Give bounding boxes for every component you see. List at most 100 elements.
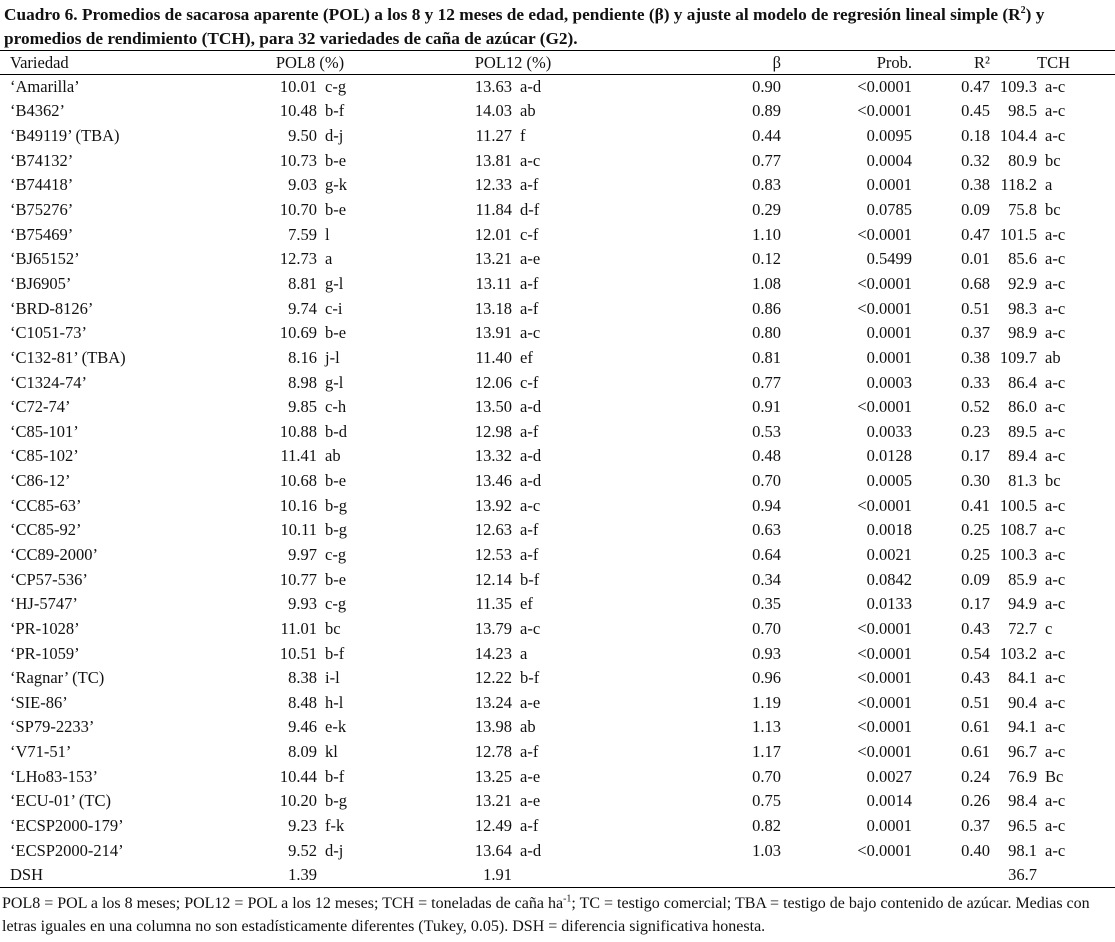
- cell-tch-letters: a-c: [1045, 816, 1066, 836]
- table-row: ‘BJ65152’ 12.73 a 13.21 a-e 0.12 0.5499 0.01 85.…: [0, 247, 1115, 272]
- table-row: ‘BRD-8126’ 9.74 c-i 13.18 a-f 0.86 <0.0001 0.51…: [0, 296, 1115, 321]
- cell-tch: 96.5: [1008, 816, 1037, 836]
- cell-variedad: ‘B74418’: [10, 175, 74, 195]
- cell-tch-letters: a-c: [1045, 224, 1066, 244]
- cell-pol12: 13.24: [474, 692, 512, 712]
- cell-variedad: ‘Ragnar’ (TC): [10, 668, 105, 688]
- cell-pol12: 12.63: [474, 520, 512, 540]
- cell-pol8-letters: g-l: [325, 273, 344, 293]
- data-table: Variedad POL8 (%) POL12 (%) β Prob. R² T…: [0, 50, 1115, 889]
- cell-r2: 0.47: [961, 77, 990, 97]
- cell-prob: <0.0001: [857, 495, 912, 515]
- cell-pol12-letters: a-e: [520, 791, 541, 811]
- cell-r2: 0.32: [961, 150, 990, 170]
- cell-variedad: ‘ECSP2000-214’: [10, 840, 124, 860]
- cell-tch-letters: a-c: [1045, 643, 1066, 663]
- cell-pol8: 10.73: [279, 150, 317, 170]
- cell-pol8: 10.48: [279, 101, 317, 121]
- cell-pol8: 11.41: [280, 446, 317, 466]
- cell-prob: 0.0033: [866, 421, 912, 441]
- cell-tch-letters: a-c: [1045, 372, 1066, 392]
- dsh-pol12: 1.91: [420, 863, 512, 889]
- cell-pol12: 11.35: [475, 594, 512, 614]
- cell-tch: 94.1: [1008, 717, 1037, 737]
- cell-tch-letters: a-c: [1045, 273, 1066, 293]
- cell-pol8: 9.52: [288, 840, 317, 860]
- cell-variedad: ‘B75276’: [10, 200, 74, 220]
- cell-pol8: 10.88: [279, 421, 317, 441]
- cell-pol8-letters: d-j: [325, 840, 344, 860]
- cell-pol12-letters: f: [520, 126, 526, 146]
- dsh-pol8: 1.39: [200, 863, 317, 889]
- cell-r2: 0.01: [961, 249, 990, 269]
- cell-beta: 1.13: [752, 717, 781, 737]
- cell-pol12-letters: c-f: [520, 224, 539, 244]
- cell-r2: 0.43: [961, 668, 990, 688]
- table-row: ‘C85-101’ 10.88 b-d 12.98 a-f 0.53 0.0033 0.23 8…: [0, 419, 1115, 444]
- table-row: ‘B74418’ 9.03 g-k 12.33 a-f 0.83 0.0001 0.38 118…: [0, 173, 1115, 198]
- cell-r2: 0.40: [961, 840, 990, 860]
- cell-tch-letters: bc: [1045, 150, 1061, 170]
- cell-pol8: 9.85: [288, 397, 317, 417]
- cell-beta: 0.48: [752, 446, 781, 466]
- cell-r2: 0.24: [961, 766, 990, 786]
- table-row: ‘CP57-536’ 10.77 b-e 12.14 b-f 0.34 0.0842 0.09…: [0, 567, 1115, 592]
- cell-beta: 0.89: [752, 101, 781, 121]
- cell-pol8: 10.16: [279, 495, 317, 515]
- cell-pol12: 14.23: [474, 643, 512, 663]
- cell-tch: 100.5: [999, 495, 1037, 515]
- cell-tch-letters: a-c: [1045, 421, 1066, 441]
- cell-prob: 0.0005: [866, 471, 912, 491]
- dsh-empty: [317, 863, 420, 889]
- cell-beta: 0.70: [752, 618, 781, 638]
- cell-beta: 0.86: [752, 298, 781, 318]
- table-row: ‘C86-12’ 10.68 b-e 13.46 a-d 0.70 0.0005 0.30 81…: [0, 469, 1115, 494]
- cell-variedad: ‘C72-74’: [10, 397, 71, 417]
- table-row: ‘B49119’ (TBA) 9.50 d-j 11.27 f 0.44 0.0095 0.1…: [0, 124, 1115, 149]
- cell-pol8-letters: j-l: [325, 347, 340, 367]
- cell-beta: 0.77: [752, 372, 781, 392]
- cell-pol12-letters: a-c: [520, 323, 541, 343]
- table-row: ‘ECSP2000-214’ 9.52 d-j 13.64 a-d 1.03 <0.0001…: [0, 838, 1115, 863]
- cell-tch: 98.9: [1008, 323, 1037, 343]
- cell-beta: 0.53: [752, 421, 781, 441]
- cell-pol8-letters: g-l: [325, 372, 344, 392]
- cell-pol8: 9.03: [288, 175, 317, 195]
- table-row: ‘PR-1059’ 10.51 b-f 14.23 a 0.93 <0.0001 0.54 10…: [0, 641, 1115, 666]
- cell-pol12: 12.98: [474, 421, 512, 441]
- cell-pol8-letters: b-f: [325, 101, 345, 121]
- cell-pol12: 13.91: [474, 323, 512, 343]
- cell-prob: <0.0001: [857, 840, 912, 860]
- cell-pol12: 13.63: [474, 77, 512, 97]
- cell-tch: 86.0: [1008, 397, 1037, 417]
- table-row: ‘C132-81’ (TBA) 8.16 j-l 11.40 ef 0.81 0.0001 0…: [0, 346, 1115, 371]
- cell-pol8-letters: e-k: [325, 717, 347, 737]
- cell-tch: 84.1: [1008, 668, 1037, 688]
- cell-tch: 75.8: [1008, 200, 1037, 220]
- cell-pol8: 9.23: [288, 816, 317, 836]
- cell-beta: 0.75: [752, 791, 781, 811]
- cell-pol8-letters: g-k: [325, 175, 347, 195]
- cell-tch-letters: a-c: [1045, 544, 1066, 564]
- table-footnote: POL8 = POL a los 8 meses; POL12 = POL a …: [2, 893, 1112, 938]
- cell-r2: 0.51: [961, 298, 990, 318]
- cell-tch-letters: a-c: [1045, 668, 1066, 688]
- cell-pol8: 10.20: [279, 791, 317, 811]
- header-prob: Prob.: [784, 50, 917, 75]
- cell-prob: <0.0001: [857, 717, 912, 737]
- cell-prob: 0.0842: [866, 569, 912, 589]
- cell-pol12: 12.06: [474, 372, 512, 392]
- cell-tch: 104.4: [999, 126, 1037, 146]
- cell-r2: 0.09: [961, 200, 990, 220]
- caption-text: Cuadro 6. Promedios de sacarosa aparente…: [4, 5, 1021, 24]
- cell-pol8: 9.50: [288, 126, 317, 146]
- cell-tch-letters: a-c: [1045, 77, 1066, 97]
- cell-pol8: 9.93: [288, 594, 317, 614]
- table-caption: Cuadro 6. Promedios de sacarosa aparente…: [4, 3, 1112, 50]
- cell-prob: <0.0001: [857, 101, 912, 121]
- cell-pol8-letters: c-i: [325, 298, 343, 318]
- cell-pol8-letters: b-e: [325, 200, 347, 220]
- cell-variedad: ‘ECU-01’ (TC): [10, 791, 111, 811]
- cell-pol12-letters: a-e: [520, 249, 541, 269]
- cell-r2: 0.25: [961, 520, 990, 540]
